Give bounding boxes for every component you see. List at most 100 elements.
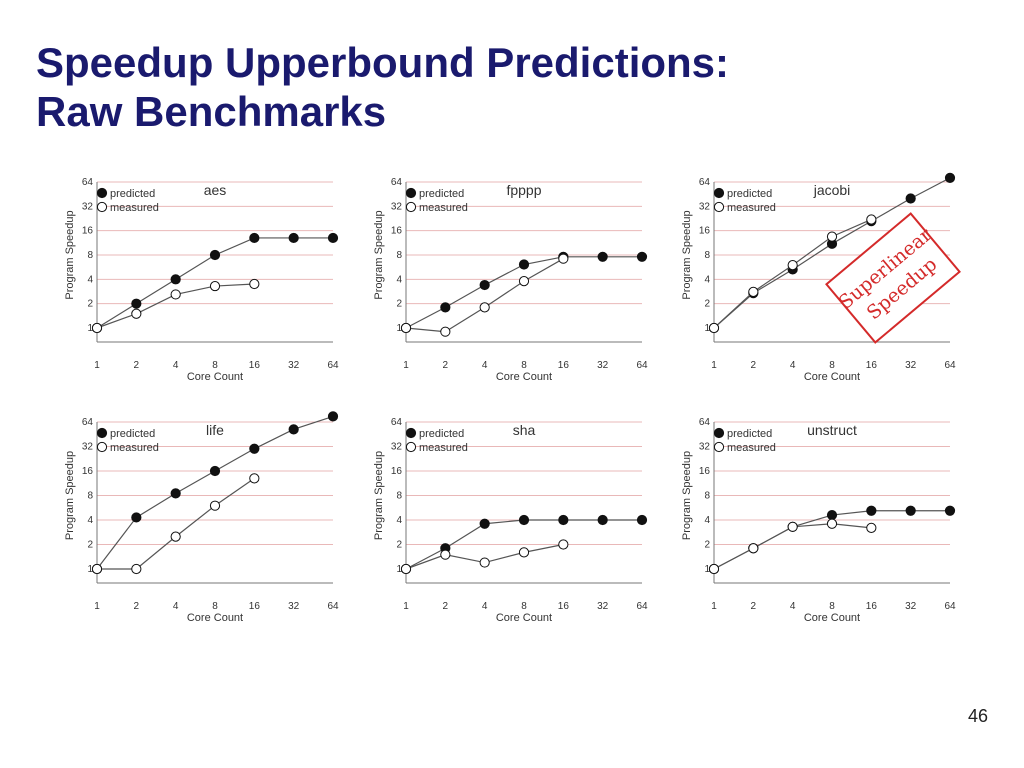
y-tick-label: 1 — [87, 323, 93, 334]
legend-marker-measured — [713, 201, 725, 213]
data-point-measured — [518, 276, 530, 287]
data-point-measured — [170, 531, 181, 542]
data-point-measured — [558, 253, 569, 264]
y-tick-label: 16 — [699, 466, 711, 477]
x-tick-label: 2 — [134, 360, 140, 371]
legend-marker-measured — [405, 201, 417, 213]
data-point-predicted — [479, 279, 490, 291]
y-tick-label: 32 — [391, 442, 403, 453]
data-point-measured — [479, 557, 490, 568]
data-point-predicted — [826, 509, 838, 521]
data-point-measured — [209, 500, 221, 511]
x-tick-label: 32 — [288, 601, 300, 612]
data-point-predicted — [170, 274, 181, 285]
data-point-measured — [249, 473, 260, 484]
x-axis-label: Core Count — [496, 371, 552, 383]
y-tick-label: 8 — [704, 250, 710, 261]
x-tick-label: 32 — [905, 601, 917, 612]
x-tick-label: 4 — [790, 601, 796, 612]
data-point-measured — [131, 308, 142, 319]
data-point-measured — [748, 543, 759, 554]
legend-label-measured: measured — [419, 202, 468, 214]
x-tick-label: 2 — [751, 601, 757, 612]
chart-title: fpppp — [506, 182, 541, 198]
data-point-predicted — [944, 172, 956, 183]
data-point-measured — [708, 563, 720, 575]
y-axis-label: Program Speedup — [373, 210, 385, 299]
legend-label-predicted: predicted — [110, 188, 155, 200]
data-point-measured — [209, 280, 221, 292]
x-axis-label: Core Count — [496, 612, 552, 624]
data-point-predicted — [209, 465, 221, 477]
y-axis-label: Program Speedup — [373, 451, 385, 540]
y-axis-label: Program Speedup — [681, 210, 693, 299]
x-tick-label: 32 — [288, 360, 300, 371]
data-point-predicted — [558, 514, 569, 526]
y-tick-label: 32 — [391, 201, 403, 212]
y-tick-label: 1 — [87, 564, 93, 575]
x-tick-label: 1 — [94, 360, 100, 371]
y-axis-label: Program Speedup — [64, 451, 76, 540]
data-point-predicted — [636, 514, 648, 526]
legend-marker-measured — [96, 441, 108, 453]
data-point-measured — [479, 302, 490, 313]
legend-label-measured: measured — [419, 442, 468, 454]
y-tick-label: 2 — [396, 299, 402, 310]
chart-title: jacobi — [813, 182, 851, 198]
y-tick-label: 8 — [87, 250, 93, 261]
x-tick-label: 64 — [636, 601, 648, 612]
data-point-predicted — [249, 443, 260, 454]
y-tick-label: 2 — [87, 299, 93, 310]
data-point-predicted — [479, 518, 490, 529]
data-point-predicted — [905, 505, 916, 516]
y-tick-label: 16 — [699, 226, 711, 237]
legend-label-predicted: predicted — [727, 428, 772, 440]
superlinear-speedup-callout: Superlinear Speedup — [825, 212, 961, 344]
chart-unstruct: 1 2 4 8 16 32 64 1 2 4 8 16 32 64 Core Count Program Sp… — [681, 417, 956, 624]
data-point-measured — [518, 547, 530, 558]
data-point-predicted — [288, 232, 299, 244]
chart-title: sha — [513, 422, 536, 438]
legend-label-measured: measured — [110, 442, 159, 454]
y-tick-label: 4 — [704, 274, 710, 285]
x-tick-label: 2 — [751, 360, 757, 371]
x-tick-label: 1 — [403, 601, 409, 612]
y-tick-label: 2 — [704, 299, 710, 310]
y-tick-label: 64 — [82, 177, 94, 188]
x-tick-label: 4 — [790, 360, 796, 371]
y-tick-label: 64 — [391, 177, 403, 188]
y-tick-label: 4 — [396, 274, 402, 285]
data-point-measured — [866, 214, 877, 225]
y-tick-label: 64 — [699, 417, 711, 428]
x-tick-label: 8 — [521, 601, 527, 612]
data-point-measured — [787, 259, 798, 271]
x-tick-label: 16 — [866, 601, 878, 612]
x-tick-label: 2 — [443, 601, 449, 612]
legend-marker-measured — [713, 441, 725, 453]
y-tick-label: 64 — [699, 177, 711, 188]
y-tick-label: 32 — [82, 442, 94, 453]
x-axis-label: Core Count — [187, 612, 243, 624]
data-point-measured — [249, 278, 260, 290]
data-point-predicted — [170, 488, 181, 499]
x-tick-label: 64 — [327, 601, 339, 612]
x-tick-label: 4 — [173, 360, 179, 371]
data-point-predicted — [597, 251, 608, 262]
y-tick-label: 1 — [396, 323, 402, 334]
y-tick-label: 32 — [82, 201, 94, 212]
legend-label-measured: measured — [727, 442, 776, 454]
data-point-measured — [400, 322, 412, 334]
x-tick-label: 16 — [866, 360, 878, 371]
data-point-measured — [787, 521, 798, 532]
y-tick-label: 4 — [87, 274, 93, 285]
slide-title: Speedup Upperbound Predictions: Raw Benc… — [36, 38, 729, 136]
data-point-measured — [170, 289, 181, 300]
data-point-measured — [708, 322, 720, 334]
data-point-predicted — [209, 249, 221, 261]
x-axis-label: Core Count — [804, 371, 860, 383]
chart-title: life — [206, 422, 224, 438]
data-point-predicted — [905, 193, 916, 204]
series-line-measured — [405, 258, 564, 333]
x-tick-label: 2 — [134, 601, 140, 612]
